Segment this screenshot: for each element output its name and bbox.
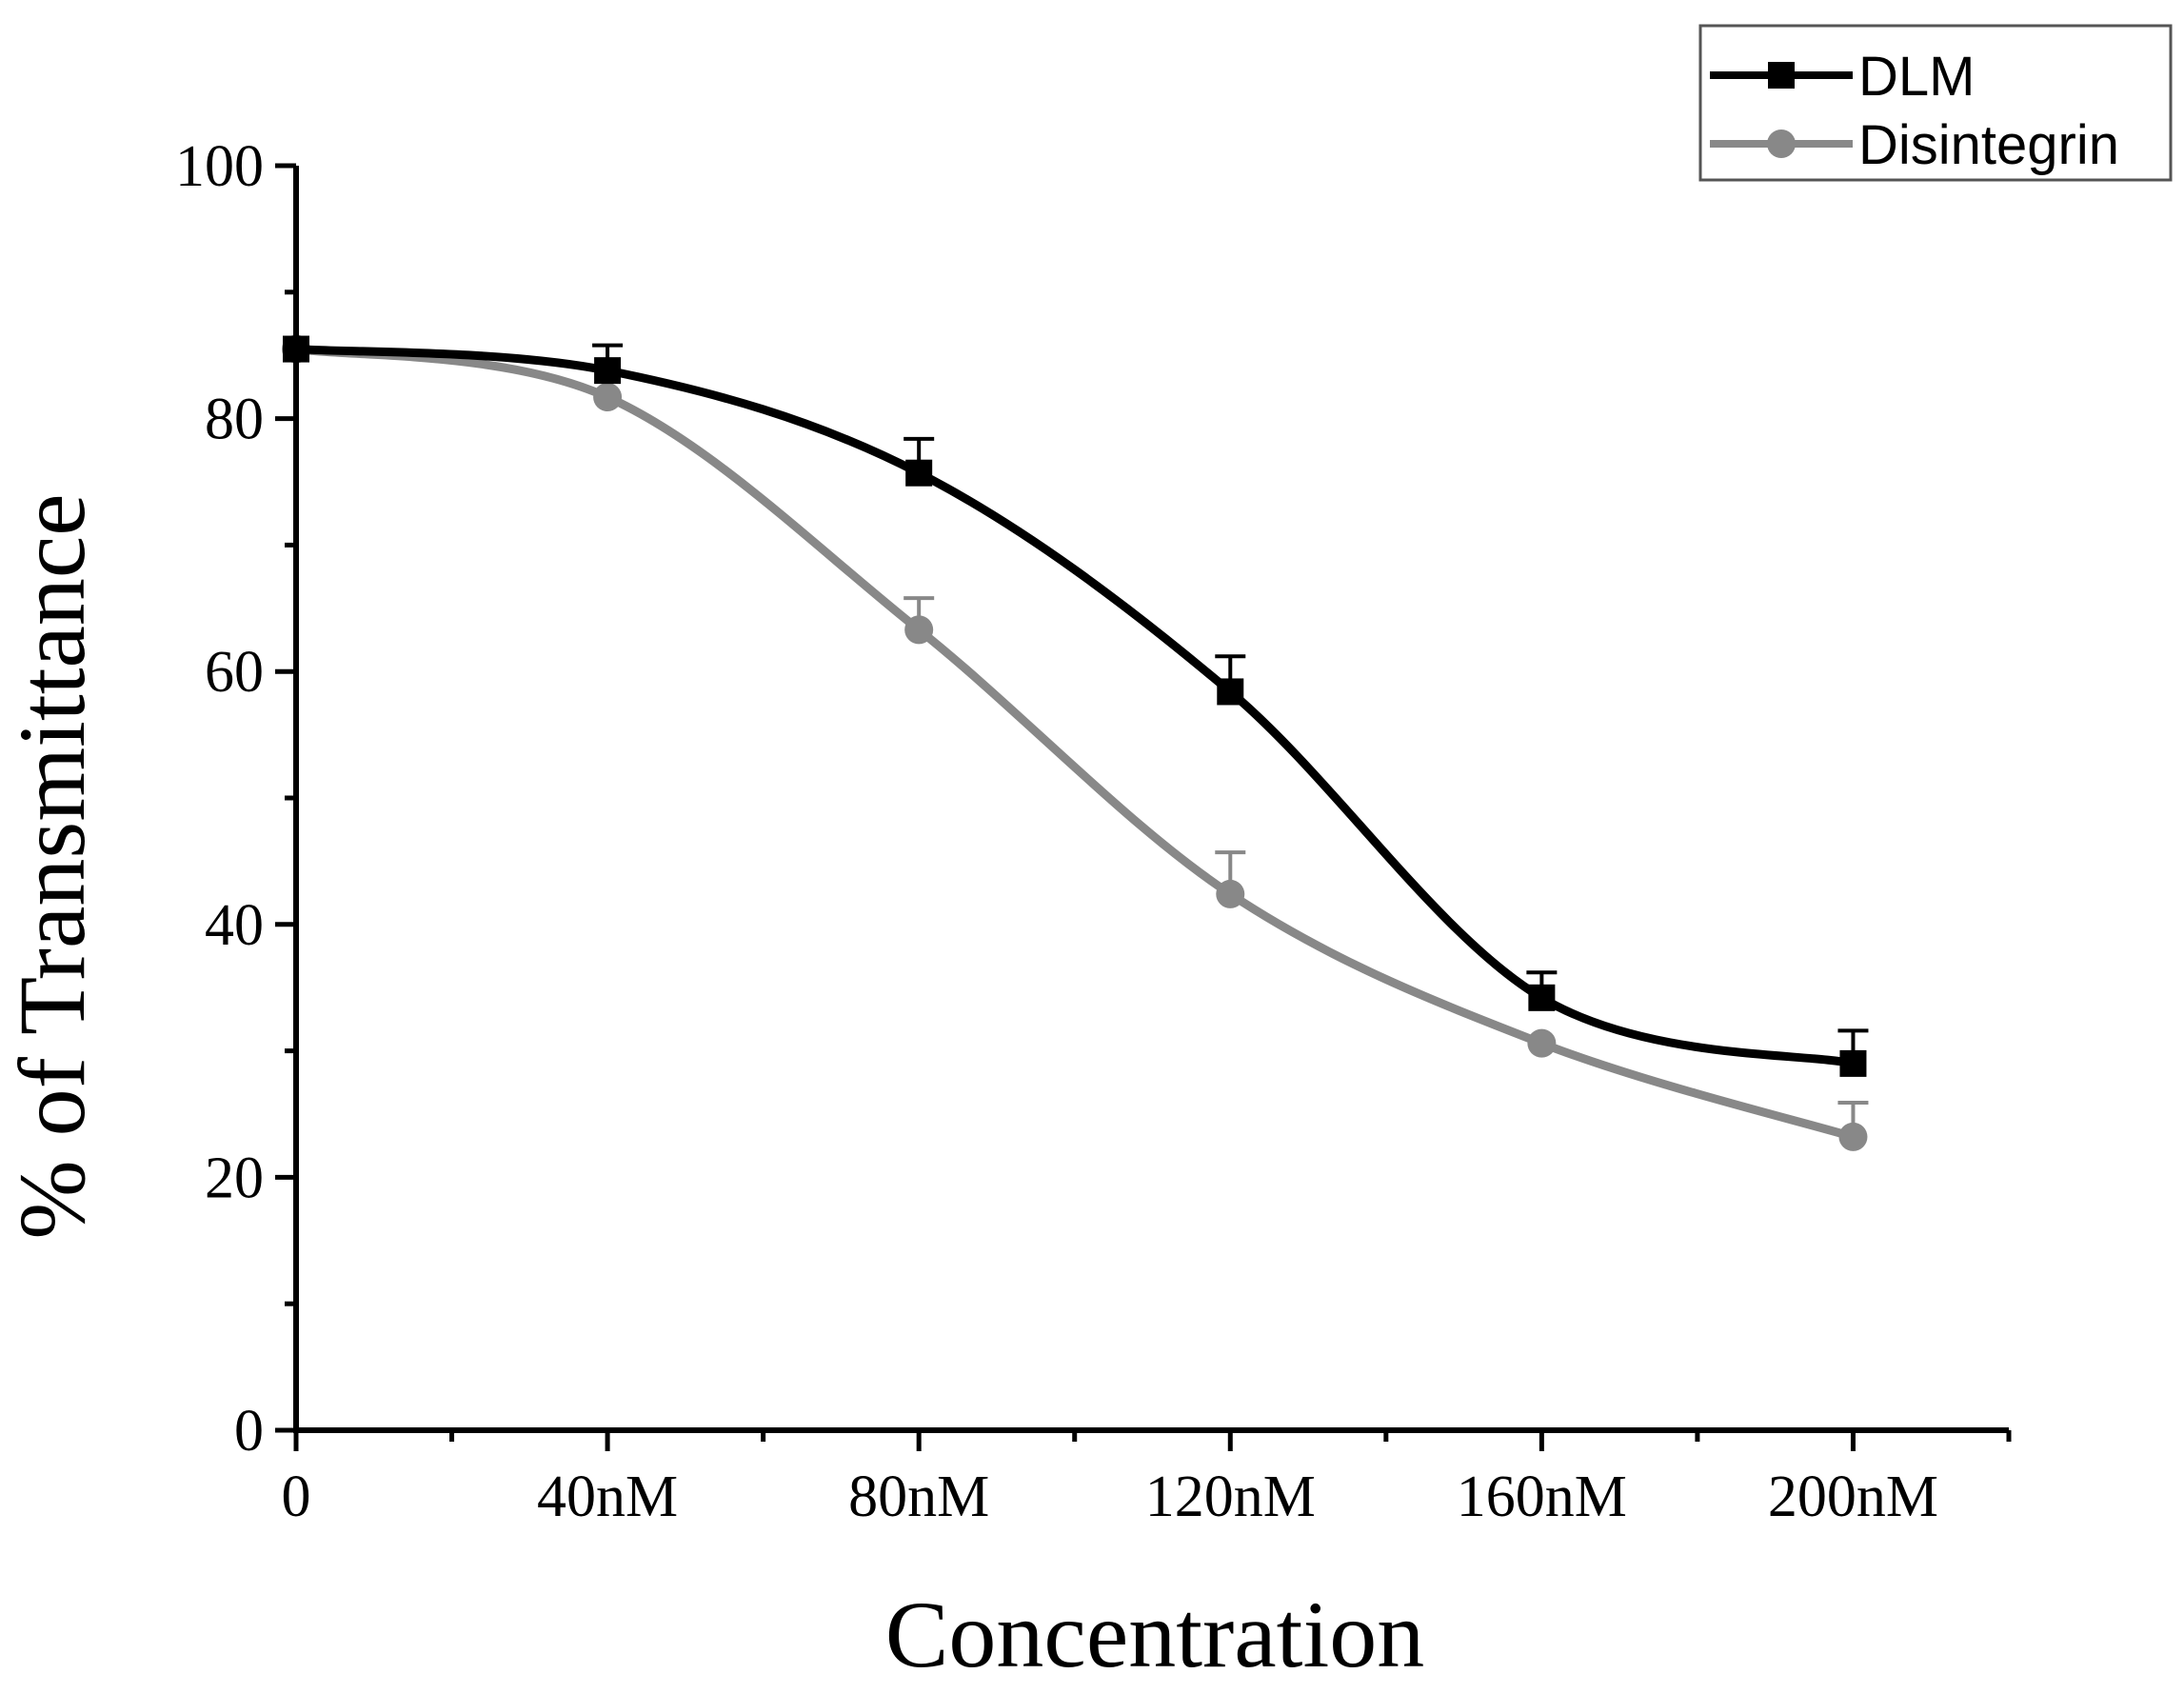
legend-disintegrin-label: Disintegrin bbox=[1858, 114, 2119, 176]
x-tick-label: 200nM bbox=[1768, 1465, 1938, 1529]
x-axis-title: Concentration bbox=[885, 1582, 1425, 1687]
legend-disintegrin-marker bbox=[1767, 130, 1796, 158]
x-tick-label: 160nM bbox=[1457, 1465, 1627, 1529]
y-tick-label: 100 bbox=[175, 134, 264, 199]
y-tick-label: 20 bbox=[205, 1146, 264, 1210]
dlm-point bbox=[905, 459, 933, 487]
x-tick-label: 120nM bbox=[1145, 1465, 1316, 1529]
disintegrin-point bbox=[593, 383, 623, 412]
axes: 0 20 40 60 80 100 0 40nM 80nM 120nM 160nM 200nM bbox=[175, 134, 2012, 1529]
legend-dlm-marker bbox=[1768, 62, 1795, 89]
disintegrin-line bbox=[295, 345, 1855, 1142]
x-tick-label: 40nM bbox=[537, 1465, 678, 1529]
disintegrin-point bbox=[1838, 1122, 1868, 1151]
y-axis-title: % of Transmittance bbox=[0, 493, 105, 1239]
dlm-line bbox=[295, 345, 1855, 1068]
legend-dlm-label: DLM bbox=[1858, 46, 1975, 108]
dlm-point bbox=[1217, 678, 1244, 706]
y-tick-label: 60 bbox=[205, 640, 264, 705]
dlm-point bbox=[594, 357, 622, 385]
dlm-point bbox=[1528, 984, 1556, 1011]
plot-area bbox=[282, 334, 1869, 1151]
disintegrin-point bbox=[904, 615, 934, 645]
x-tick-label: 80nM bbox=[848, 1465, 989, 1529]
y-tick-label: 0 bbox=[234, 1399, 264, 1464]
disintegrin-point bbox=[1527, 1028, 1557, 1058]
x-tick-label: 0 bbox=[282, 1465, 311, 1529]
y-tick-label: 40 bbox=[205, 893, 264, 958]
y-tick-label: 80 bbox=[205, 388, 264, 452]
disintegrin-point bbox=[1216, 879, 1245, 908]
dlm-point bbox=[1839, 1049, 1867, 1077]
